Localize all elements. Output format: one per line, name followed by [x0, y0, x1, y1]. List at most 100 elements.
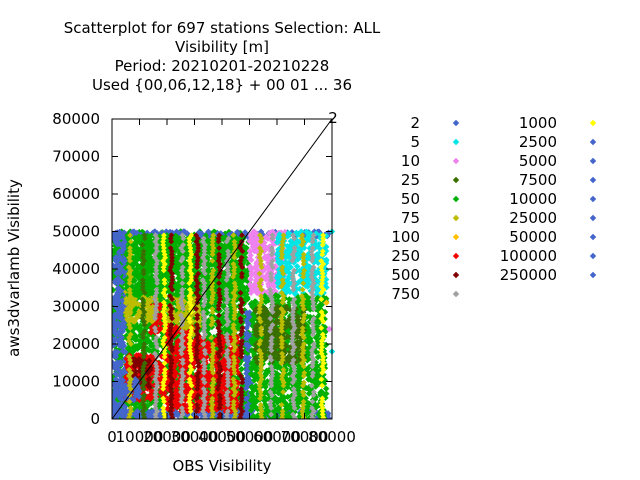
scatter-point: [213, 314, 220, 322]
scatter-point: [112, 299, 118, 306]
scatter-point: [202, 393, 210, 400]
scatter-point: [303, 228, 310, 235]
chart-title: Scatterplot for 697 stations Selection: …: [64, 19, 381, 94]
scatter-point: [116, 277, 123, 284]
scatter-point: [134, 378, 141, 386]
scatter-point: [130, 331, 138, 338]
scatter-point: [180, 228, 187, 235]
scatter-point: [257, 228, 265, 235]
scatter-point: [175, 303, 182, 310]
scatter-point: [112, 255, 120, 262]
scatter-point: [112, 261, 116, 269]
scatter-point: [246, 309, 253, 316]
scatter-point: [134, 312, 141, 320]
scatter-point: [145, 347, 153, 354]
scatter-point: [118, 325, 125, 332]
scatter-point: [250, 229, 257, 236]
scatter-point: [112, 382, 119, 390]
scatter-point: [117, 343, 124, 350]
scatter-point: [247, 239, 255, 246]
scatter-point: [248, 271, 255, 278]
scatter-point: [242, 395, 249, 402]
scatter-point: [129, 380, 137, 387]
scatter-point: [181, 319, 189, 326]
scatter-point: [205, 377, 213, 384]
scatter-point: [114, 241, 121, 248]
scatter-point: [174, 315, 182, 323]
scatter-point: [315, 228, 323, 235]
scatter-point: [112, 391, 117, 399]
scatter-point: [122, 348, 129, 356]
scatter-point: [247, 263, 254, 271]
scatter-point: [247, 276, 254, 283]
scatter-point: [115, 309, 122, 316]
scatter-point: [117, 287, 125, 295]
scatter-point: [275, 233, 283, 241]
scatter-point: [253, 260, 260, 267]
scatter-point: [143, 345, 150, 352]
scatter-point: [112, 230, 118, 238]
scatter-point: [246, 281, 254, 288]
scatter-point: [112, 242, 119, 249]
scatter-point: [118, 297, 126, 304]
scatter-point: [250, 247, 258, 254]
scatter-point: [218, 333, 226, 341]
scatter-point: [183, 353, 190, 361]
scatter-point: [130, 298, 137, 306]
scatter-point: [118, 407, 125, 415]
scatter-point: [262, 276, 270, 283]
title-line-1: Scatterplot for 697 stations Selection: …: [64, 19, 381, 37]
scatter-point: [173, 404, 181, 411]
scatter-point: [145, 306, 152, 314]
scatter-point: [132, 412, 140, 419]
scatter-point: [112, 326, 116, 334]
scatter-point: [112, 400, 119, 408]
scatter-point: [228, 339, 235, 347]
scatter-point: [157, 394, 164, 401]
scatter-point: [119, 412, 126, 419]
scatter-point: [211, 286, 218, 293]
scatter-point: [116, 372, 124, 380]
scatter-point: [112, 337, 118, 345]
scatter-point: [112, 246, 119, 254]
scatter-point: [112, 286, 117, 294]
scatter-point: [212, 229, 219, 236]
scatter-point: [248, 256, 255, 264]
scatter-point: [112, 364, 118, 372]
scatter-point: [221, 325, 228, 332]
scatter-point: [247, 289, 255, 296]
scatter-point: [174, 396, 181, 404]
scatter-point: [112, 352, 117, 360]
scatter-point: [293, 263, 301, 270]
scatter-point: [133, 405, 140, 412]
scatter-point: [202, 304, 209, 311]
scatter-point: [147, 329, 155, 336]
scatter-point: [246, 248, 254, 255]
scatter-point: [114, 285, 122, 293]
scatter-point: [122, 299, 130, 307]
scatter-point: [149, 332, 156, 339]
scatter-point: [185, 357, 192, 364]
scatter-point: [227, 411, 234, 419]
scatter-point: [244, 341, 251, 349]
scatter-point: [119, 396, 126, 403]
scatter-point: [183, 230, 191, 237]
scatter-point: [204, 309, 211, 316]
scatter-point: [242, 356, 249, 363]
scatter-point: [253, 266, 261, 273]
scatter-point: [135, 388, 143, 395]
scatter-point: [251, 281, 258, 288]
title-line-4: Used {00,06,12,18} + 00 01 ... 36: [92, 76, 352, 94]
scatter-point: [204, 382, 211, 389]
scatter-point: [262, 233, 270, 241]
scatter-point: [144, 368, 151, 376]
scatter-point: [235, 379, 242, 387]
data-points: [112, 228, 332, 419]
scatter-point: [112, 279, 119, 286]
scatter-point: [283, 259, 290, 267]
scatter-point: [273, 232, 280, 240]
scatter-point: [112, 314, 117, 321]
scatter-point: [145, 312, 152, 319]
scatter-point: [175, 399, 183, 407]
